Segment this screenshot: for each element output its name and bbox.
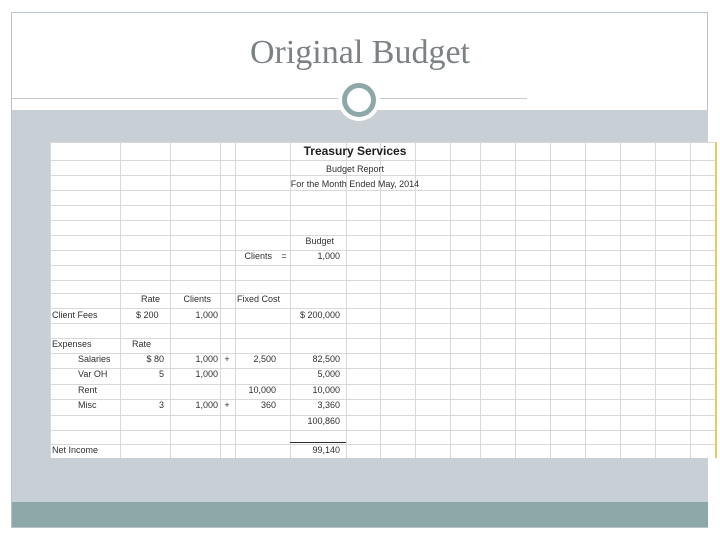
total-expenses: 100,860 (307, 416, 340, 426)
expenses-label: Expenses (52, 339, 92, 349)
report-company: Treasury Services (303, 144, 407, 158)
expense-label: Salaries (78, 354, 111, 364)
expense-label: Misc (78, 400, 97, 410)
report-period: For the Month Ended May, 2014 (290, 179, 420, 189)
clients-value: 1,000 (317, 251, 340, 261)
col-clients: Clients (183, 294, 211, 304)
net-income-label: Net Income (52, 445, 99, 455)
slide-title: Original Budget (249, 34, 471, 71)
budget-header: Budget (305, 236, 334, 246)
clients-label: Clients (244, 251, 272, 261)
expense-clients: 1,000 (195, 400, 218, 410)
expenses-rate-label: Rate (132, 339, 152, 349)
expense-label: Var OH (78, 369, 108, 379)
spreadsheet: Treasury Services Budget Report For the … (50, 142, 720, 458)
expense-clients: 1,000 (195, 354, 218, 364)
report-name: Budget Report (325, 164, 385, 174)
client-fees-label: Client Fees (52, 310, 98, 320)
expense-fixed: 2,500 (253, 354, 276, 364)
client-fees-rate: $ 200 (136, 310, 159, 320)
net-income-value: 99,140 (312, 445, 340, 455)
spreadsheet-grid (50, 142, 716, 458)
title-divider (12, 98, 527, 99)
expense-total: 10,000 (312, 385, 340, 395)
expense-total: 82,500 (312, 354, 340, 364)
expense-clients: 1,000 (195, 369, 218, 379)
clients-equals: = (281, 251, 287, 261)
col-fixed-cost: Fixed Cost (236, 294, 280, 304)
client-fees-clients: 1,000 (195, 310, 218, 320)
expense-plus: + (224, 400, 230, 410)
net-income-underline (290, 442, 346, 443)
col-rate: Rate (140, 294, 160, 304)
footer-band (12, 502, 708, 527)
expense-fixed: 360 (260, 400, 276, 410)
expense-fixed: 10,000 (248, 385, 276, 395)
expense-total: 5,000 (317, 369, 340, 379)
selection-edge (715, 142, 717, 458)
expense-total: 3,360 (317, 400, 340, 410)
expense-rate: 3 (158, 400, 164, 410)
divider-circle-icon (338, 79, 380, 121)
expense-label: Rent (78, 385, 98, 395)
client-fees-total: $ 200,000 (299, 310, 340, 320)
expense-plus: + (224, 354, 230, 364)
expense-rate: $ 80 (146, 354, 164, 364)
expense-rate: 5 (158, 369, 164, 379)
